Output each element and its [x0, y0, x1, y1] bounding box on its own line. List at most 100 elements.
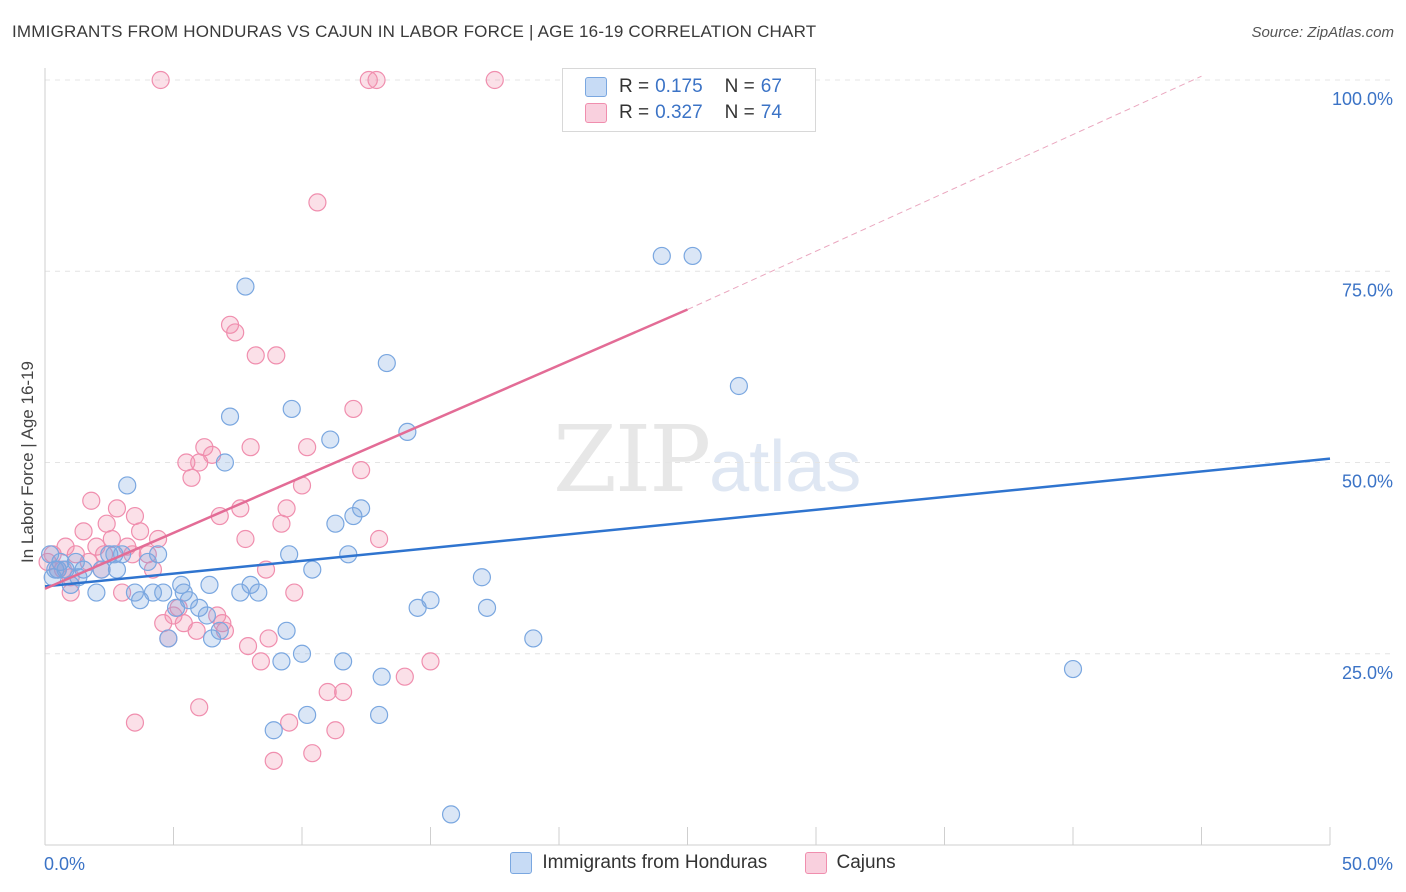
legend-n-label: N =	[724, 102, 755, 123]
honduras-point	[652, 246, 671, 266]
honduras-point	[292, 644, 312, 663]
cajun-point	[190, 698, 209, 717]
legend-row-honduras: R = 0.175 N = 67	[585, 75, 782, 99]
cajun-point	[107, 499, 127, 518]
cajun-point	[74, 522, 93, 541]
source-credit: Source: ZipAtlas.com	[1251, 24, 1394, 41]
honduras-point	[441, 805, 461, 824]
honduras-point	[118, 476, 137, 495]
honduras-point	[241, 575, 260, 595]
y-tick-label: 25.0%	[1342, 663, 1393, 683]
honduras-point	[377, 353, 396, 373]
honduras-point	[277, 621, 296, 640]
legend-label-cajun: Cajuns	[836, 852, 896, 873]
honduras-point	[298, 705, 317, 725]
legend-n-value: 67	[760, 76, 782, 97]
cajun-point	[280, 713, 299, 732]
cajun-point	[421, 652, 440, 671]
cajun-point	[151, 70, 170, 90]
legend-r-label: R =	[619, 76, 650, 97]
y-tick-label: 50.0%	[1342, 472, 1393, 492]
honduras-point	[472, 568, 491, 587]
y-tick-label: 100.0%	[1332, 89, 1393, 109]
honduras-point	[421, 591, 440, 610]
honduras-point	[477, 598, 497, 617]
cajun-point	[246, 346, 265, 365]
cajun-point	[352, 461, 371, 480]
honduras-point	[321, 430, 340, 449]
cajun-point	[308, 193, 327, 212]
cajun-point	[298, 438, 317, 457]
cajun-point	[272, 514, 291, 533]
cajun-point	[238, 636, 258, 656]
honduras-point	[370, 705, 389, 725]
cajun-trend-line	[44, 308, 688, 590]
honduras-swatch	[585, 77, 607, 97]
series-legend: Immigrants from Honduras Cajuns	[0, 852, 1406, 880]
cajun-legend-swatch	[804, 852, 827, 874]
legend-r-label: R =	[619, 102, 650, 123]
honduras-point	[154, 583, 173, 602]
cajun-point	[318, 682, 337, 702]
honduras-point	[683, 246, 702, 266]
honduras-point	[200, 575, 219, 595]
honduras-point	[272, 652, 291, 671]
watermark: ZIPatlas	[553, 406, 861, 513]
legend-n-label: N =	[724, 76, 755, 97]
cajun-point	[251, 652, 270, 671]
cajun-point	[485, 70, 504, 90]
cajun-point	[334, 682, 353, 702]
honduras-point	[197, 606, 217, 625]
honduras-point	[1063, 659, 1083, 679]
legend-row-cajun: R = 0.327 N = 74	[585, 101, 782, 125]
honduras-point	[339, 545, 358, 564]
honduras-point	[48, 560, 67, 579]
cajun-point	[344, 399, 363, 419]
cajun-point	[367, 70, 386, 90]
cajun-point	[195, 438, 214, 457]
honduras-point	[524, 629, 543, 648]
cajun-point	[130, 522, 150, 541]
honduras-point	[352, 499, 371, 518]
honduras-point	[148, 545, 168, 564]
legend-r-value: 0.175	[655, 76, 703, 97]
honduras-point	[280, 545, 299, 564]
watermark-atlas: atlas	[709, 427, 862, 507]
honduras-point	[372, 667, 391, 686]
honduras-point	[729, 376, 749, 396]
cajun-point	[236, 529, 255, 549]
cajun-point	[102, 529, 121, 549]
cajun-point	[182, 468, 201, 487]
cajun-trend-extension	[687, 75, 1202, 310]
legend-label-honduras: Immigrants from Honduras	[542, 852, 768, 873]
honduras-point	[87, 583, 106, 602]
legend-item-honduras: Immigrants from Honduras	[510, 852, 767, 874]
x-tick-label: 50.0%	[1342, 854, 1393, 874]
honduras-point	[334, 652, 353, 671]
y-tick-label: 75.0%	[1342, 280, 1393, 300]
legend-r-value: 0.327	[655, 102, 703, 123]
legend-item-cajun: Cajuns	[804, 852, 896, 874]
honduras-point	[249, 583, 268, 602]
honduras-point	[282, 399, 301, 419]
honduras-point	[179, 591, 199, 610]
cajun-point	[267, 346, 286, 365]
honduras-point	[143, 583, 163, 602]
cajun-point	[241, 438, 260, 457]
cajun-point	[187, 621, 206, 640]
honduras-point	[107, 560, 127, 579]
honduras-legend-swatch	[510, 852, 533, 874]
honduras-point	[303, 560, 322, 579]
honduras-point	[210, 621, 229, 640]
honduras-point	[66, 552, 85, 572]
cajun-point	[259, 629, 278, 648]
cajun-point	[82, 491, 101, 510]
cajun-point	[285, 583, 304, 602]
honduras-point	[220, 407, 240, 426]
honduras-point	[202, 629, 222, 648]
honduras-point	[159, 629, 178, 648]
honduras-point	[264, 721, 283, 740]
watermark-zip: ZIP	[553, 406, 711, 513]
honduras-point	[231, 583, 250, 602]
